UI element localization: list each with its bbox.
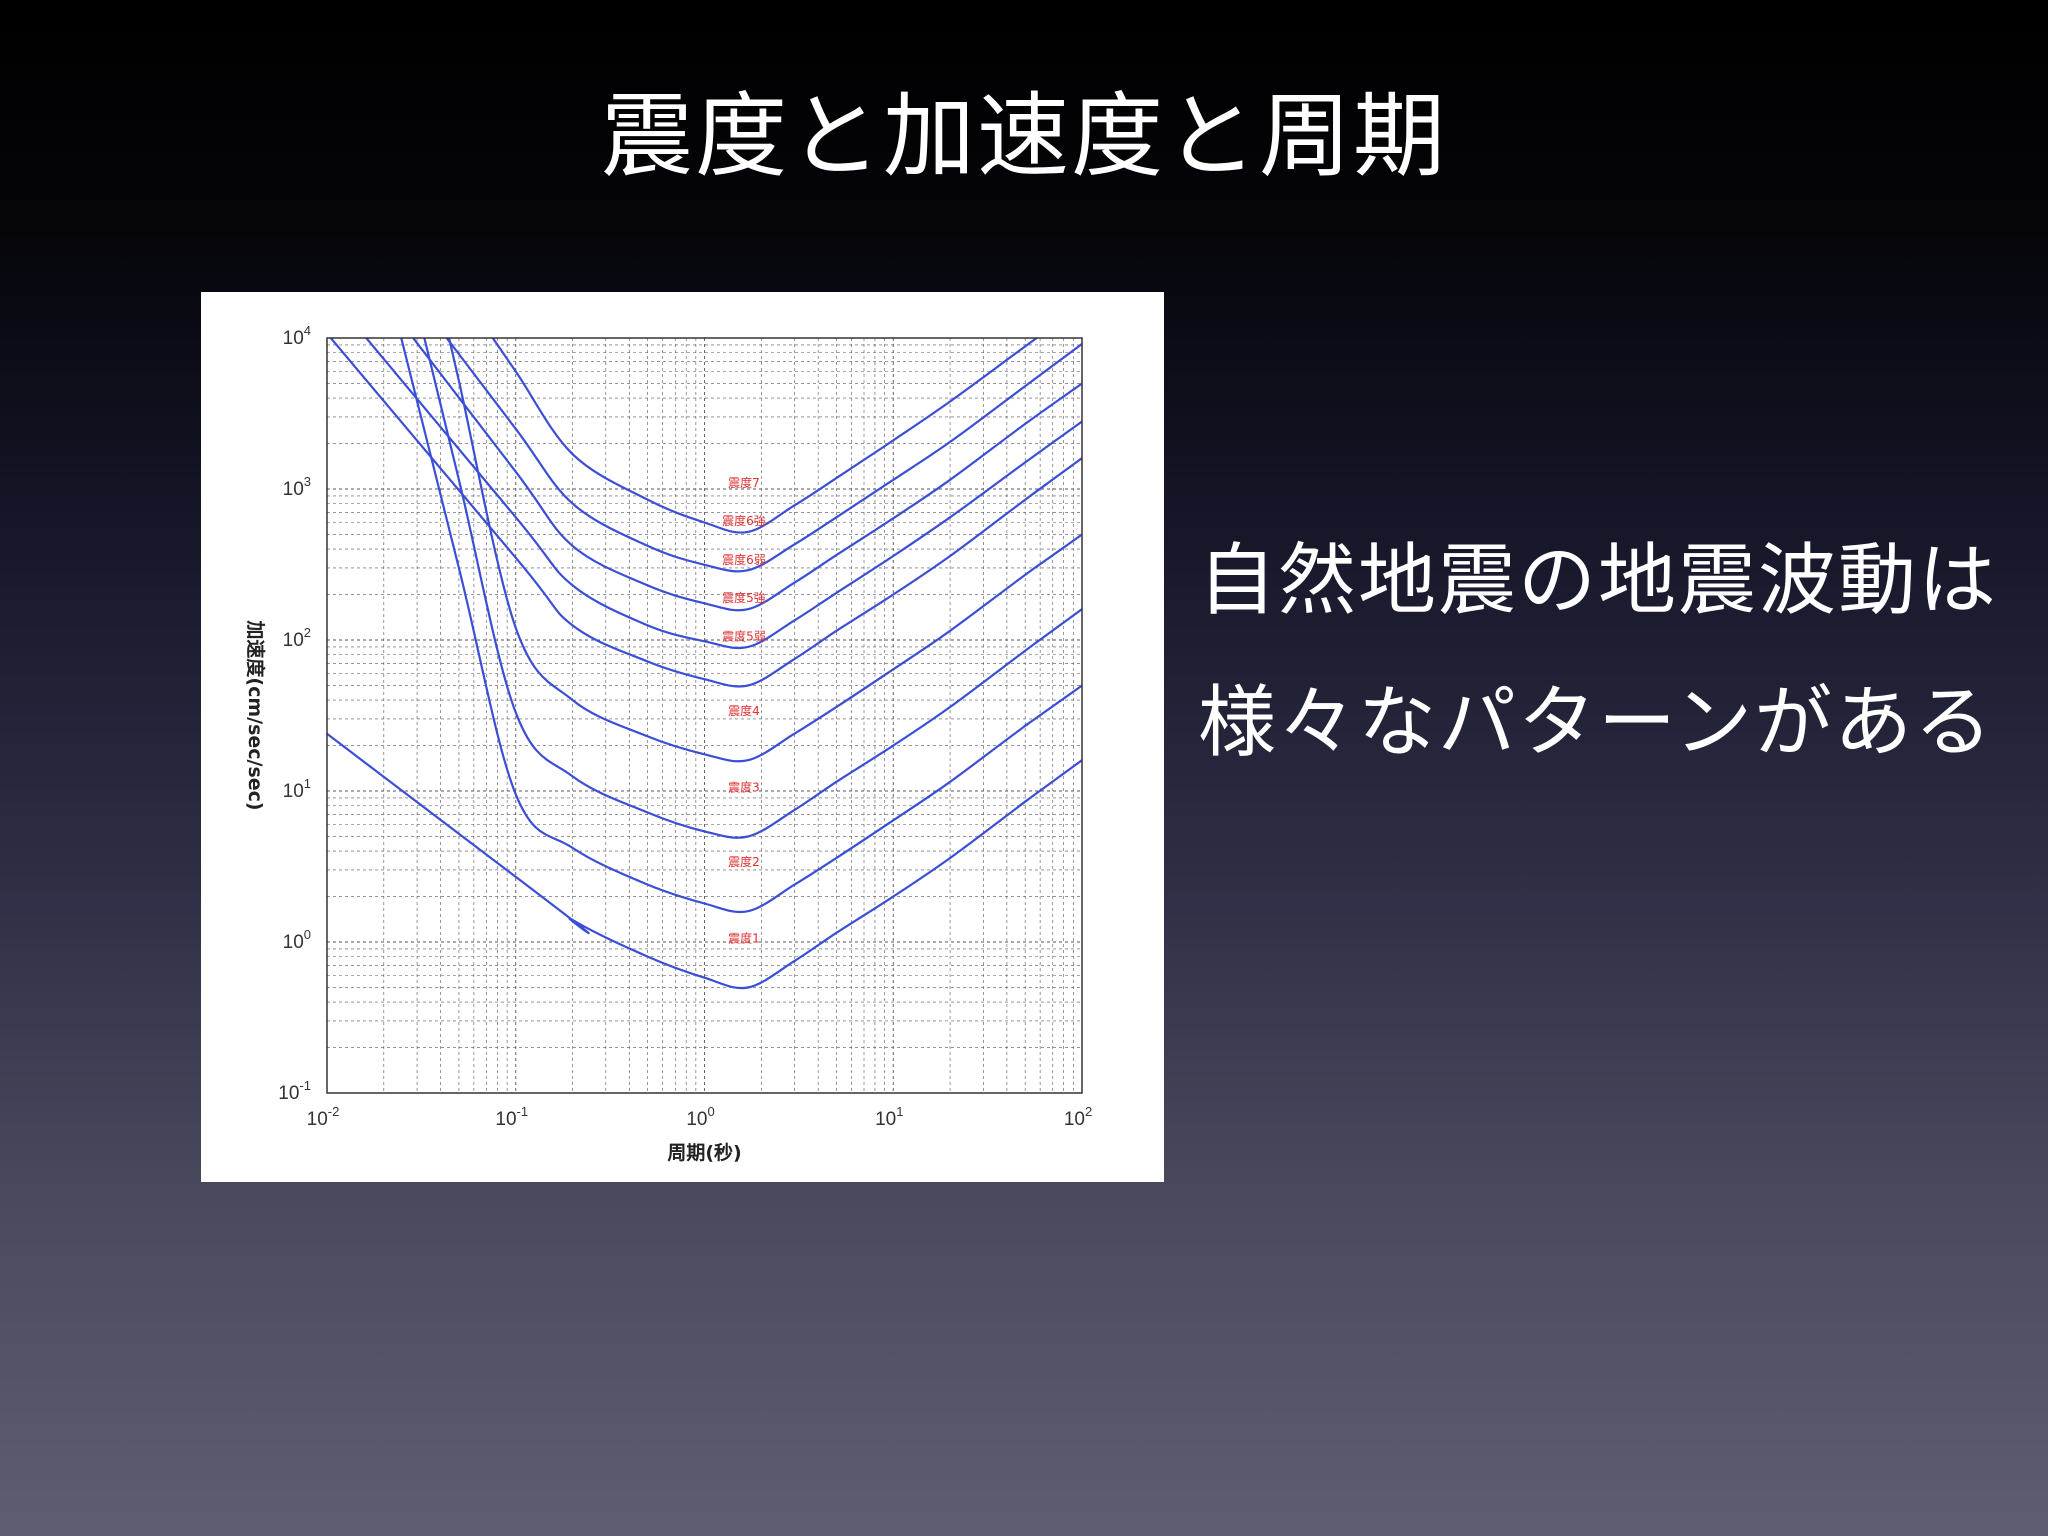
y-axis-label: 加速度(cm/sec/sec) (244, 619, 267, 810)
y-tick-label: 102 (283, 625, 311, 651)
slide-title: 震度と加速度と周期 (600, 83, 1447, 190)
x-tick-label: 10-1 (495, 1104, 528, 1130)
body-text-line-2: 様々なパターンがある (1198, 678, 1995, 768)
curve-label: 震度1 (728, 930, 760, 945)
curve-label: 震度3 (728, 779, 760, 794)
chart-panel: 震度1 震度2 震度3 震度4 震度5弱 震度5強 震度6弱 震度6強 震度7 10-2 10-1… (201, 292, 1164, 1182)
curve-label: 震度6弱 (722, 552, 766, 567)
x-tick-label: 100 (686, 1104, 714, 1130)
curve-9 (491, 338, 1039, 534)
curve-2 (400, 338, 1082, 914)
curve-3 (423, 338, 1082, 839)
curve-label: 震度6強 (722, 513, 766, 528)
y-tick-label: 104 (283, 323, 311, 349)
y-tick-label: 101 (283, 776, 311, 802)
curve-label: 震度7 (728, 475, 760, 490)
curve-6 (364, 338, 1082, 650)
curve-label: 震度5強 (722, 590, 766, 605)
y-tick-label: 10-1 (278, 1078, 311, 1104)
curve-label: 震度2 (728, 854, 760, 869)
curve-label-layer: 震度1 震度2 震度3 震度4 震度5弱 震度5強 震度6弱 震度6強 震度7 (722, 475, 766, 946)
curve-7 (411, 338, 1082, 612)
curve-label: 震度5弱 (722, 628, 766, 643)
grid-layer (327, 338, 1082, 1093)
y-tick-label: 103 (283, 474, 311, 500)
y-tick-label: 100 (283, 927, 311, 953)
curve-layer (327, 338, 1082, 990)
curve-5 (329, 338, 1082, 688)
curve-8 (445, 338, 1082, 573)
x-tick-label: 101 (875, 1104, 903, 1130)
x-axis-label: 周期(秒) (667, 1141, 741, 1164)
x-tick-label: 102 (1064, 1104, 1092, 1130)
body-text-line-1: 自然地震の地震波動は (1198, 536, 1999, 626)
x-tick-label: 10-2 (307, 1104, 340, 1130)
curve-label: 震度4 (728, 703, 760, 718)
plot-frame (326, 337, 1083, 1094)
curve-1 (327, 732, 1082, 990)
curve-4 (447, 338, 1082, 763)
